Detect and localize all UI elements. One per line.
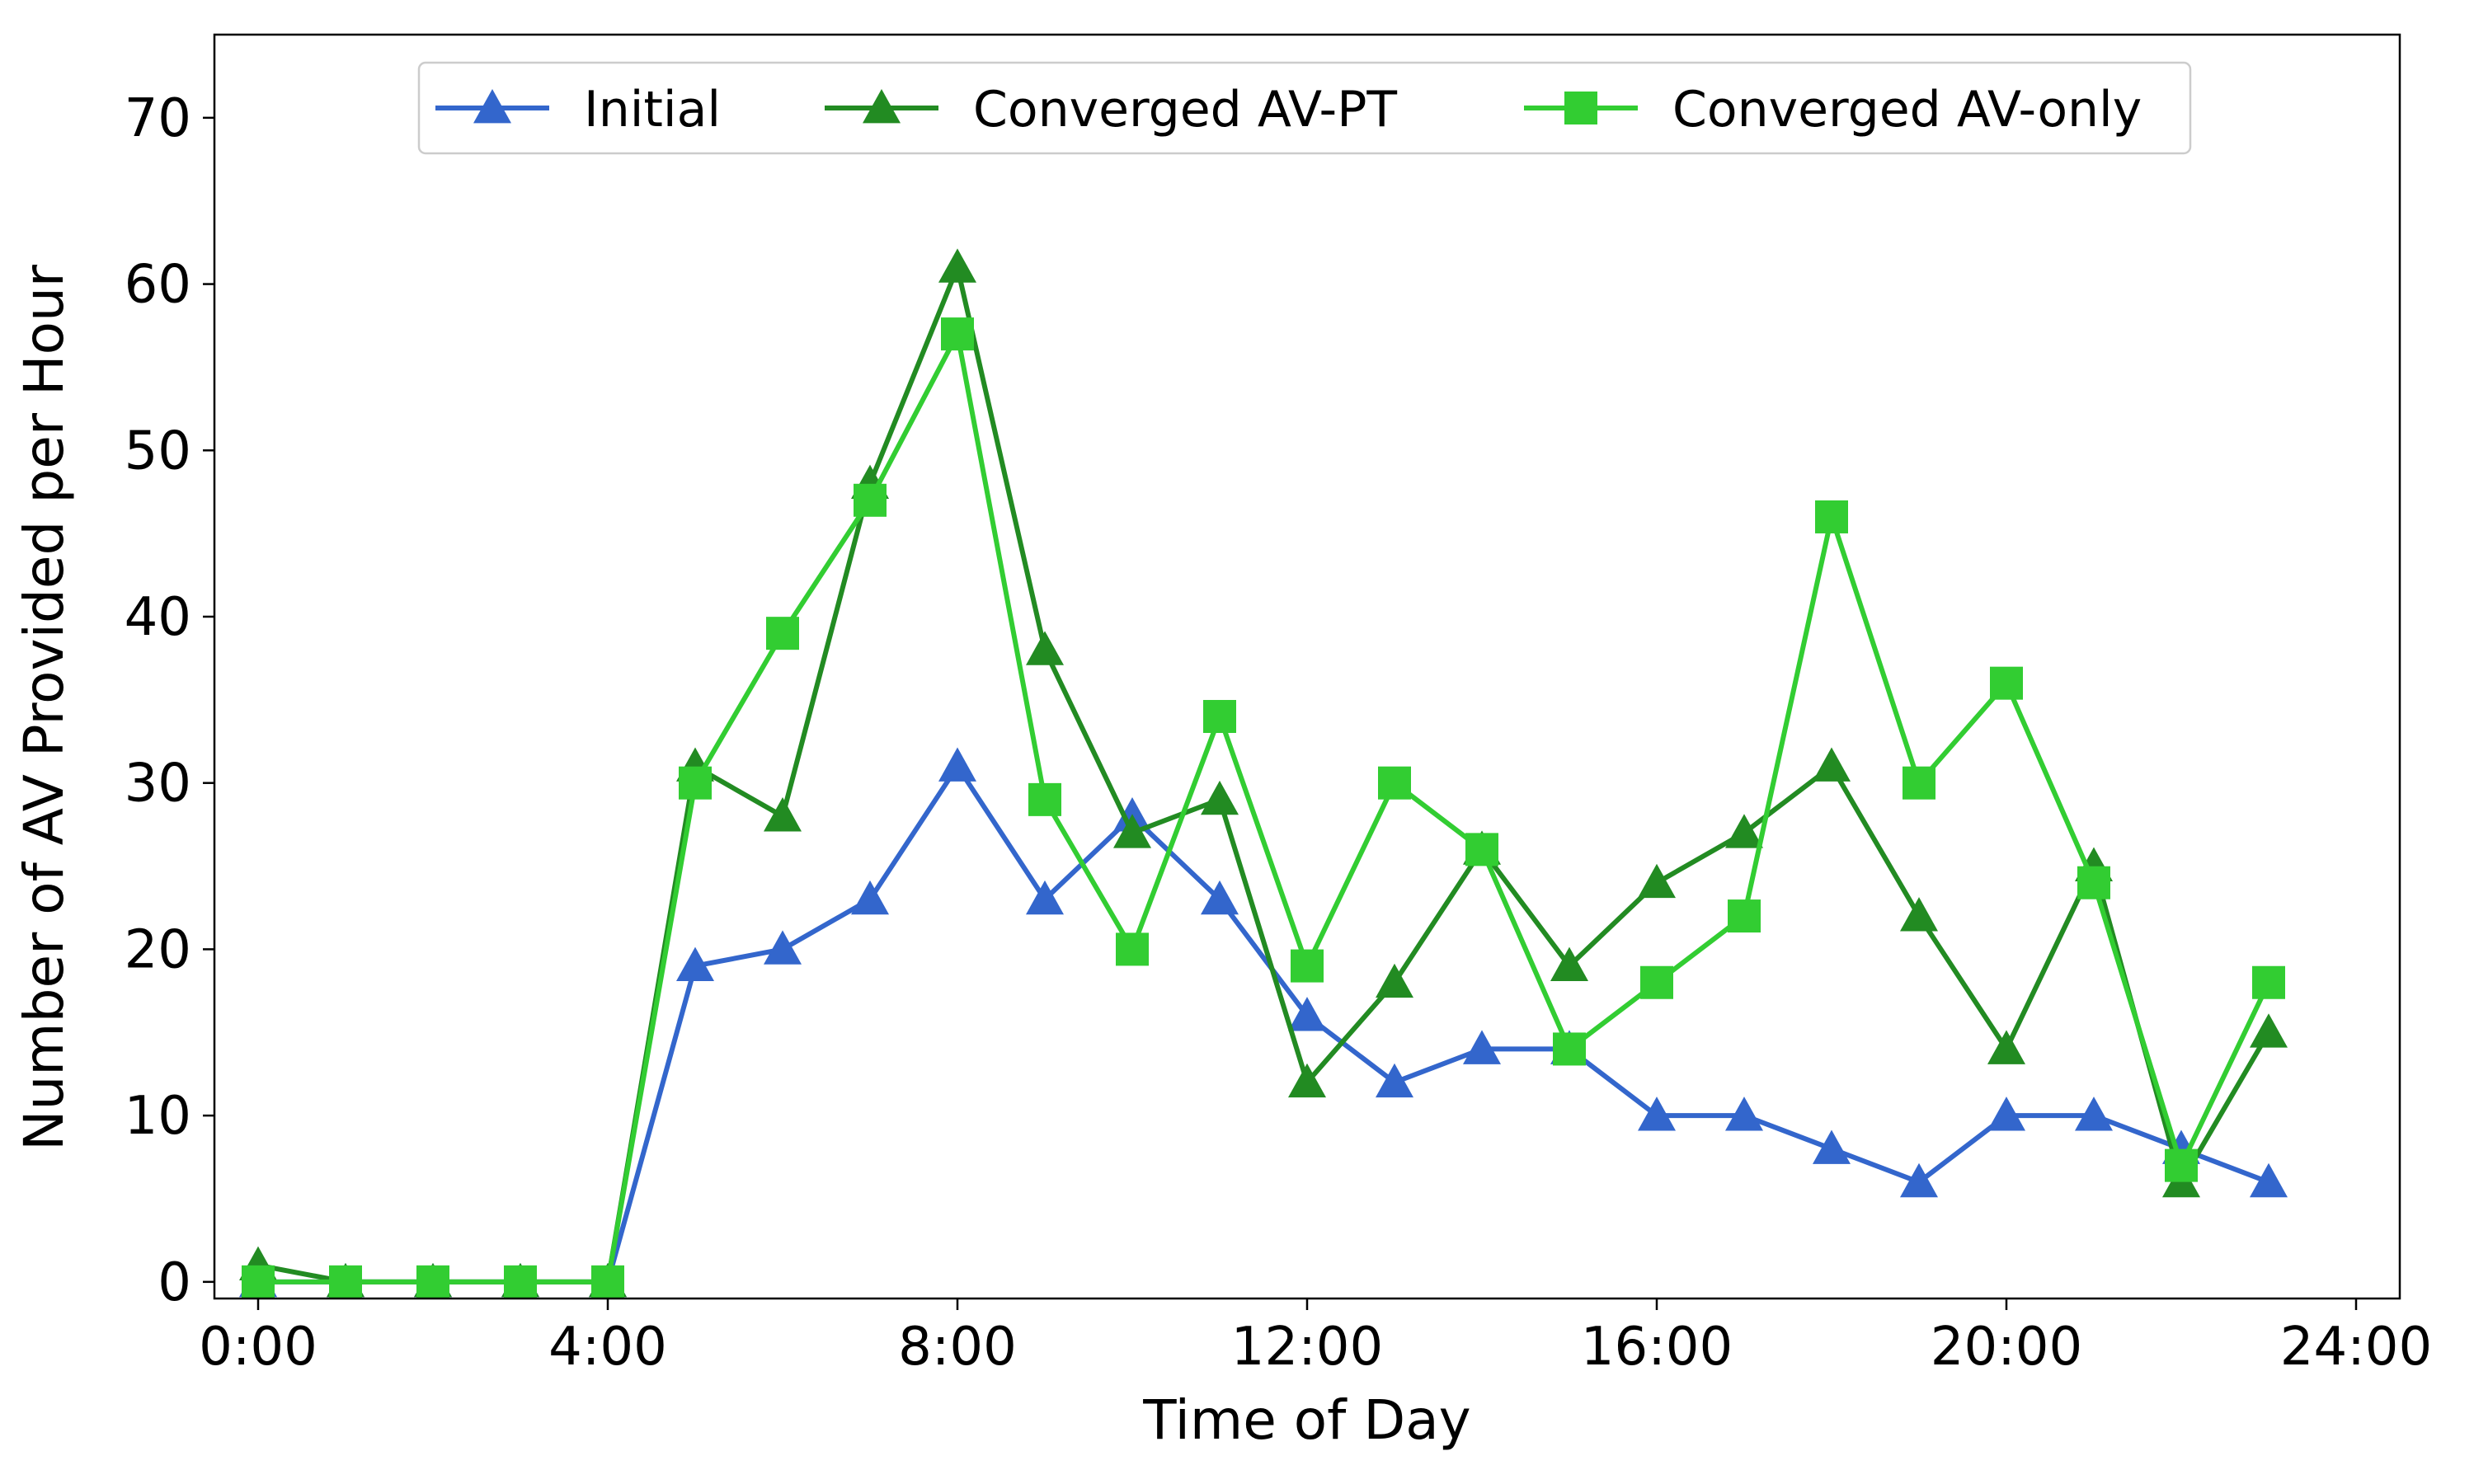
data-point [1465,833,1498,866]
y-tick-label: 40 [125,587,191,648]
x-tick-label: 16:00 [1581,1317,1733,1378]
data-point [504,1265,537,1298]
axes: 0:00 4:00 8:00 12:00 16:00 20:00 24:00 0 10 20 30 4… [125,88,2433,1378]
data-point [1378,766,1411,800]
data-point [1201,780,1239,815]
data-point [938,747,976,782]
data-point [1903,766,1935,800]
data-point [1113,814,1151,848]
data-point [851,880,889,915]
y-tick-label: 70 [125,88,191,149]
legend-label: Initial [584,81,721,139]
plot-frame [213,33,2401,1300]
series-line [257,265,2271,1284]
data-point [1553,1032,1586,1066]
data-point [1288,997,1326,1031]
legend-swatch-marker [473,89,511,124]
data-point [2250,1013,2288,1048]
series-converged-av-only [242,317,2285,1298]
data-point [1725,814,1763,848]
x-tick-label: 12:00 [1231,1317,1383,1378]
series-line [258,331,2271,1284]
data-point [1987,1030,2025,1064]
data-point [1638,863,1676,899]
data-point [1026,880,1064,915]
y-tick-label: 10 [125,1086,191,1147]
data-point [941,317,974,351]
data-point [1026,631,1064,665]
x-tick-label: 4:00 [548,1317,667,1378]
data-point [2077,866,2110,899]
data-point [2165,1148,2198,1182]
legend-box [417,61,2192,155]
x-tick-label: 8:00 [898,1317,1017,1378]
data-point [1116,932,1149,966]
data-point [1203,700,1236,734]
data-point [2250,1162,2288,1198]
data-point [1201,880,1239,915]
data-point [1288,1063,1326,1098]
data-point [1376,1063,1413,1098]
data-point [766,617,799,650]
data-point [242,1265,275,1298]
data-point [1291,949,1324,983]
data-point [1900,1162,1938,1198]
y-tick-label: 50 [125,420,191,481]
data-point [1813,747,1851,782]
series-initial [239,747,2288,1298]
data-point [764,797,802,832]
data-point [764,930,802,965]
series-converged-av-pt [239,248,2288,1298]
data-point [1987,1097,2025,1131]
x-tick-label: 24:00 [2280,1317,2432,1378]
data-point [2252,965,2285,999]
data-point [938,248,976,283]
data-point [854,483,887,517]
data-point [1990,666,2023,700]
data-point [329,1265,362,1298]
legend-entry-initial: Initial [435,81,721,139]
data-point [1725,1097,1763,1131]
legend-label: Converged AV-PT [973,81,1397,139]
data-point [1815,500,1848,533]
plot-area [239,248,2288,1298]
x-axis-label: Time of Day [1142,1388,1470,1452]
data-point [1550,946,1588,981]
data-point [416,1265,449,1298]
y-tick-label: 30 [125,754,191,815]
data-point [676,946,714,981]
data-point [679,766,712,800]
legend-swatch-marker [863,89,901,124]
y-tick-label: 0 [158,1252,191,1313]
data-point [1728,899,1761,933]
x-tick-label: 0:00 [199,1317,317,1378]
data-point [1638,1097,1676,1131]
legend-entry-converged-av-only: Converged AV-only [1524,81,2142,139]
data-point [591,1265,624,1298]
legend: Initial Converged AV-PT Converged AV-only [417,61,2192,155]
data-point [1376,963,1413,998]
y-tick-label: 20 [125,919,191,980]
data-point [2075,1097,2113,1131]
data-point [1900,897,1938,932]
data-point [1640,965,1673,999]
legend-label: Converged AV-only [1672,81,2142,139]
data-point [1028,782,1061,816]
y-axis-label: Number of AV Provided per Hour [12,264,76,1151]
x-tick-label: 20:00 [1931,1317,2082,1378]
data-point [1813,1129,1851,1164]
legend-entry-converged-av-pt: Converged AV-PT [825,81,1397,139]
data-point [1463,1030,1501,1064]
y-tick-label: 60 [125,255,191,316]
legend-swatch-marker [1564,92,1597,124]
